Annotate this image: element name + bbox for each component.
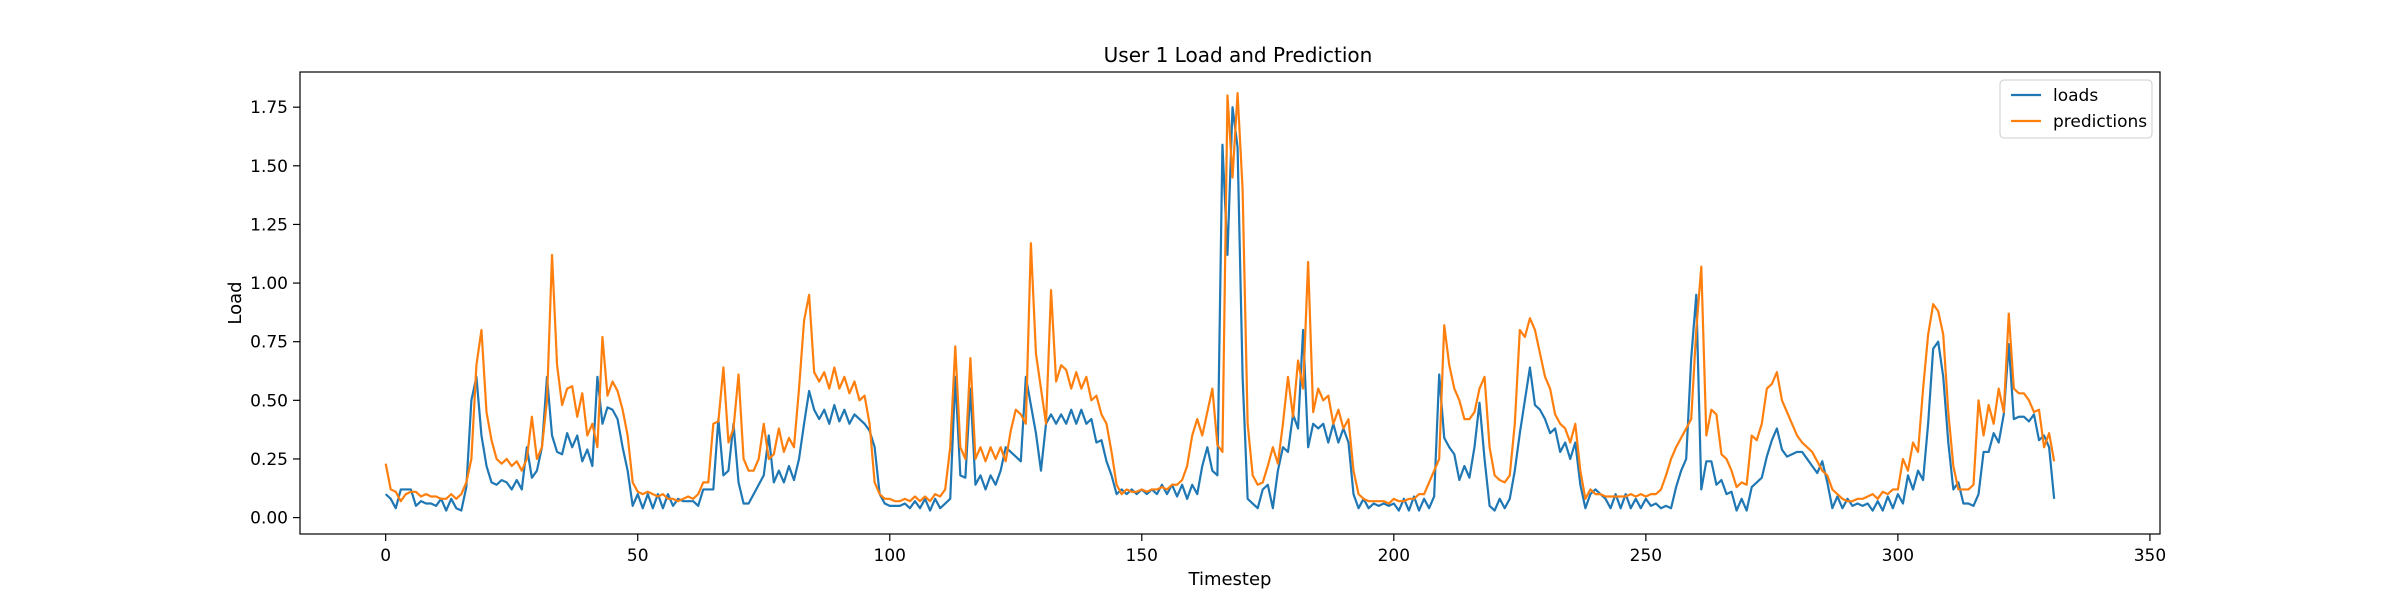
y-tick-label: 0.25 [250,450,288,470]
y-axis-label: Load [225,281,246,324]
series-layer [384,92,2056,512]
plot-frame [299,71,2161,535]
x-tick-label: 150 [1126,546,1158,566]
y-tick-label: 1.50 [250,157,288,177]
x-tick-label: 100 [874,546,906,566]
x-tick-label: 350 [2134,546,2166,566]
y-tick-label: 0.00 [250,509,288,529]
y-axis: 0.00 0.25 0.50 0.75 1.00 1.25 1.50 1.75 [250,98,300,529]
legend: loads predictions [1999,79,2153,139]
y-tick-label: 0.75 [250,333,288,353]
x-axis-label: Timestep [1188,569,1272,590]
plot-area [299,71,2161,535]
y-tick-label: 1.25 [250,215,288,235]
x-tick-label: 250 [1630,546,1662,566]
series-line-predictions [384,92,2056,505]
x-tick-label: 200 [1378,546,1410,566]
x-tick-label: 0 [380,546,391,566]
series-line-loads [384,106,2056,512]
x-axis: 0 50 100 150 200 250 300 350 [380,534,2166,566]
legend-label-loads: loads [2053,86,2098,106]
chart-title: User 1 Load and Prediction [1104,43,1373,67]
y-tick-label: 0.50 [250,391,288,411]
y-tick-label: 1.00 [250,274,288,294]
y-tick-label: 1.75 [250,98,288,118]
x-tick-label: 300 [1882,546,1914,566]
x-tick-label: 50 [627,546,649,566]
legend-label-predictions: predictions [2053,112,2147,132]
